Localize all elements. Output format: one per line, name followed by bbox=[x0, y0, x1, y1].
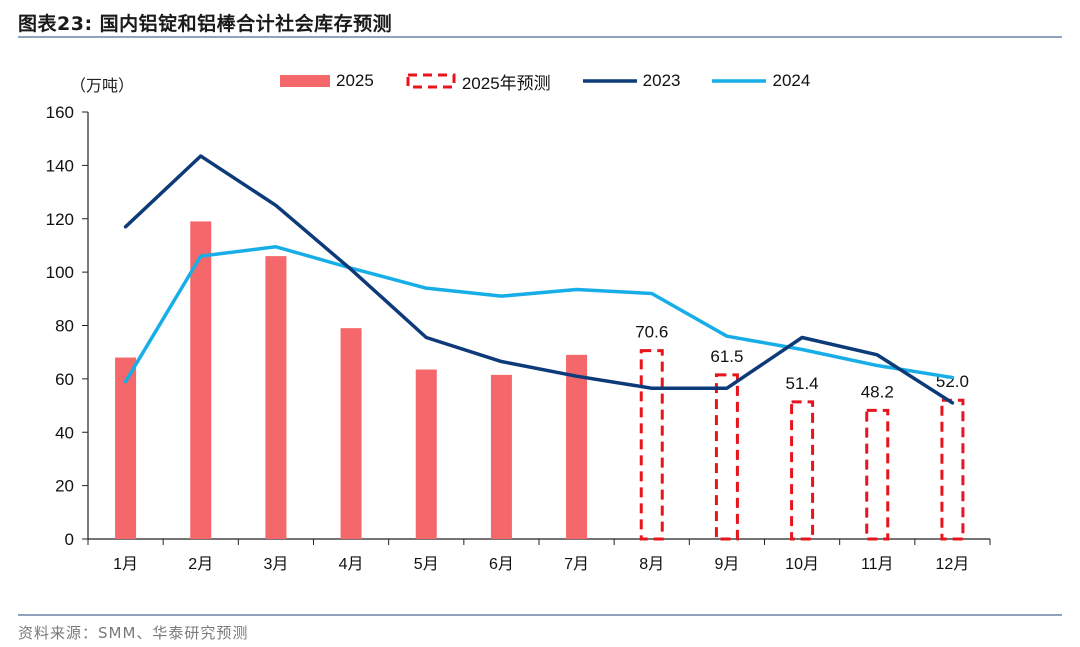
data-label-2025-forecast: 51.4 bbox=[786, 374, 819, 393]
bar-2025 bbox=[190, 221, 212, 539]
y-tick-label: 140 bbox=[46, 156, 74, 175]
x-tick-label: 9月 bbox=[714, 556, 739, 573]
bar-2025-forecast bbox=[714, 373, 739, 541]
bar-2025 bbox=[415, 369, 437, 539]
chart-legend: 2025 2025年预测 2023 2024 bbox=[280, 68, 842, 94]
bar-2025 bbox=[340, 328, 362, 539]
legend-swatch-2025-forecast bbox=[406, 73, 456, 89]
data-label-2025-forecast: 48.2 bbox=[861, 382, 894, 401]
legend-label-2023: 2023 bbox=[642, 71, 681, 90]
legend-item-2023: 2023 bbox=[582, 71, 681, 91]
y-tick-label: 40 bbox=[55, 423, 74, 442]
legend-item-2025-forecast: 2025年预测 bbox=[406, 69, 551, 94]
x-tick-label: 5月 bbox=[414, 556, 439, 573]
x-tick-label: 7月 bbox=[564, 556, 589, 573]
legend-label-2024: 2024 bbox=[772, 71, 811, 90]
y-axis-unit-label: （万吨） bbox=[70, 76, 135, 95]
footer-divider bbox=[18, 614, 1062, 616]
figure-title: 图表23: 国内铝锭和铝棒合计社会库存预测 bbox=[18, 13, 393, 35]
y-tick-label: 20 bbox=[55, 477, 74, 496]
line-2024 bbox=[123, 245, 955, 384]
bar-2025 bbox=[566, 354, 588, 539]
x-tick-label: 3月 bbox=[263, 556, 288, 573]
data-label-2025-forecast: 70.6 bbox=[635, 323, 668, 342]
bar-2025-forecast bbox=[865, 408, 890, 541]
bar-2025-forecast bbox=[639, 349, 664, 541]
bar-2025 bbox=[265, 256, 287, 539]
legend-label-2025-forecast: 2025年预测 bbox=[461, 73, 551, 93]
legend-swatch-2023 bbox=[582, 79, 637, 83]
y-tick-label: 100 bbox=[46, 263, 74, 282]
y-tick-label: 60 bbox=[55, 370, 74, 389]
bar-2025-forecast bbox=[790, 400, 815, 541]
source-note: 资料来源：SMM、华泰研究预测 bbox=[18, 624, 249, 642]
legend-label-2025: 2025 bbox=[336, 71, 374, 90]
data-label-2025-forecast: 61.5 bbox=[710, 347, 743, 366]
legend-swatch-2024 bbox=[712, 79, 767, 83]
bar-2025-forecast bbox=[940, 398, 965, 541]
x-tick-label: 6月 bbox=[489, 556, 514, 573]
bar-2025 bbox=[490, 374, 512, 539]
y-tick-label: 0 bbox=[65, 530, 74, 549]
y-tick-label: 120 bbox=[46, 210, 74, 229]
y-tick-label: 80 bbox=[55, 317, 74, 336]
x-tick-label: 1月 bbox=[113, 556, 138, 573]
legend-item-2024: 2024 bbox=[712, 71, 810, 91]
legend-item-2025: 2025 bbox=[280, 71, 374, 91]
x-tick-label: 2月 bbox=[188, 556, 213, 573]
legend-swatch-2025 bbox=[280, 75, 330, 87]
x-tick-label: 10月 bbox=[785, 556, 819, 573]
x-tick-label: 4月 bbox=[339, 556, 364, 573]
x-tick-label: 11月 bbox=[861, 556, 894, 573]
x-tick-label: 8月 bbox=[639, 556, 664, 573]
line-2023 bbox=[123, 154, 955, 405]
x-tick-label: 12月 bbox=[936, 556, 970, 573]
y-tick-label: 160 bbox=[46, 103, 74, 122]
bar-2025 bbox=[115, 357, 137, 539]
title-divider bbox=[18, 36, 1062, 38]
